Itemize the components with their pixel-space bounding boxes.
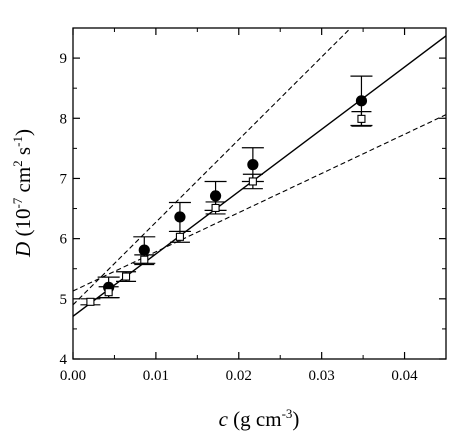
error-bars: [80, 75, 373, 306]
y-tick-label: 6: [60, 232, 68, 248]
x-tick-label: 0.00: [60, 368, 86, 384]
fit-lines: [73, 28, 446, 317]
open-square-point: [140, 255, 149, 264]
y-axis-title-unit2: s: [11, 147, 35, 160]
plot-frame: [72, 27, 447, 360]
y-axis-title-variable: D: [11, 242, 35, 258]
y-ticks: 4 5 6 7 8 9: [60, 27, 446, 368]
filled-circle-point: [355, 95, 368, 107]
filled-circle-point: [138, 244, 150, 256]
y-axis-title: D (10-7 cm2 s-1): [10, 129, 35, 258]
x-axis-title-close: ): [292, 407, 299, 431]
open-square-point: [121, 272, 131, 281]
y-tick-label: 4: [60, 352, 68, 368]
dashed-line: [73, 28, 352, 306]
filled-circle-point: [174, 211, 186, 223]
y-axis-title-exp2: 2: [10, 160, 25, 167]
y-axis-title-open: (10: [11, 209, 35, 242]
x-axis-title-variable: c: [219, 407, 229, 431]
y-axis-title-exp3: -1: [10, 136, 25, 147]
x-tick-label: 0.04: [391, 368, 418, 384]
filled-circle-point: [247, 159, 259, 171]
y-axis-title-unit1: cm: [11, 167, 35, 198]
open-square-point: [86, 297, 95, 306]
markers: [86, 95, 368, 306]
dashed-line: [73, 114, 446, 292]
y-tick-label: 8: [60, 111, 68, 127]
y-tick-label: 5: [60, 292, 68, 308]
x-tick-label: 0.03: [309, 368, 335, 384]
x-axis-title-exponent: -3: [282, 406, 293, 421]
open-square-point: [104, 288, 113, 297]
open-square-point: [248, 177, 257, 186]
x-tick-label: 0.01: [143, 368, 169, 384]
x-axis-title: c (g cm-3): [219, 406, 300, 431]
y-tick-label: 7: [60, 171, 68, 187]
x-ticks: 0.00 0.01 0.02 0.03 0.04: [60, 28, 418, 384]
solid-fit-line: [73, 35, 446, 317]
open-square-point: [357, 114, 366, 123]
y-axis-title-exp1: -7: [10, 197, 25, 208]
x-axis-title-unit: (g cm: [228, 407, 282, 431]
open-square-point: [175, 232, 184, 241]
filled-circle-point: [209, 190, 222, 202]
y-axis-title-close: ): [11, 129, 35, 136]
x-tick-label: 0.02: [226, 368, 252, 384]
y-tick-label: 9: [60, 51, 68, 67]
open-square-point: [211, 203, 220, 212]
